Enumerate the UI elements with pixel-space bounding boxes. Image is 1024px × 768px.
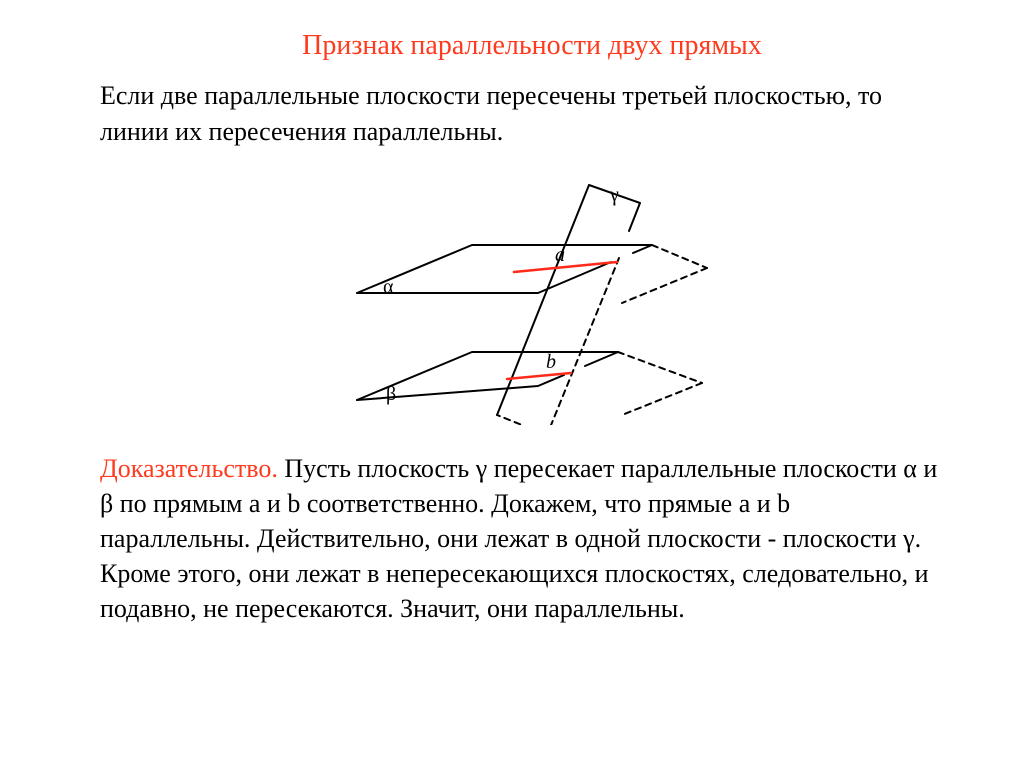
- svg-text:α: α: [383, 276, 394, 298]
- slide-page: Признак параллельности двух прямых Если …: [0, 0, 1024, 768]
- geometry-diagram: α β γ a b: [322, 165, 742, 425]
- slide-title: Признак параллельности двух прямых: [100, 30, 964, 62]
- proof-paragraph: Доказательство. Пусть плоскость γ пересе…: [100, 451, 964, 626]
- proof-heading: Доказательство.: [100, 454, 278, 483]
- svg-text:a: a: [555, 244, 565, 266]
- diagram-container: α β γ a b: [100, 165, 964, 425]
- svg-text:β: β: [386, 383, 396, 405]
- svg-text:b: b: [546, 351, 556, 373]
- theorem-text: Если две параллельные плоскости пересече…: [100, 78, 964, 151]
- svg-text:γ: γ: [609, 184, 619, 206]
